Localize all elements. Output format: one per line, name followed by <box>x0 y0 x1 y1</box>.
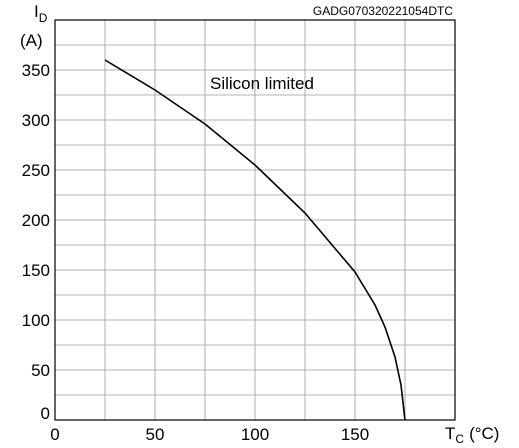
y-tick-label: 350 <box>22 61 50 80</box>
x-tick-label: 150 <box>341 425 369 444</box>
y-tick-label: 0 <box>41 404 50 423</box>
plot-frame <box>54 19 456 421</box>
series-line <box>104 59 406 421</box>
y-tick-labels: 0 50 100 150 200 250 300 350 <box>22 61 50 423</box>
y-tick-label: 200 <box>22 211 50 230</box>
y-tick-label: 250 <box>22 161 50 180</box>
x-tick-label: 0 <box>50 425 59 444</box>
y-axis-unit: (A) <box>20 31 43 50</box>
y-tick-label: 150 <box>22 261 50 280</box>
y-tick-label: 300 <box>22 111 50 130</box>
x-tick-label: 50 <box>146 425 165 444</box>
x-tick-label: 100 <box>241 425 269 444</box>
y-axis-label: ID <box>34 2 48 25</box>
code-label: GADG070320221054DTC <box>313 4 453 18</box>
annotation-silicon-limited: Silicon limited <box>210 74 314 93</box>
grid <box>55 20 455 420</box>
y-tick-label: 50 <box>31 361 50 380</box>
x-tick-labels: 0 50 100 150 <box>50 425 369 444</box>
x-axis-label: TC (°C) <box>445 424 499 446</box>
y-tick-label: 100 <box>22 311 50 330</box>
